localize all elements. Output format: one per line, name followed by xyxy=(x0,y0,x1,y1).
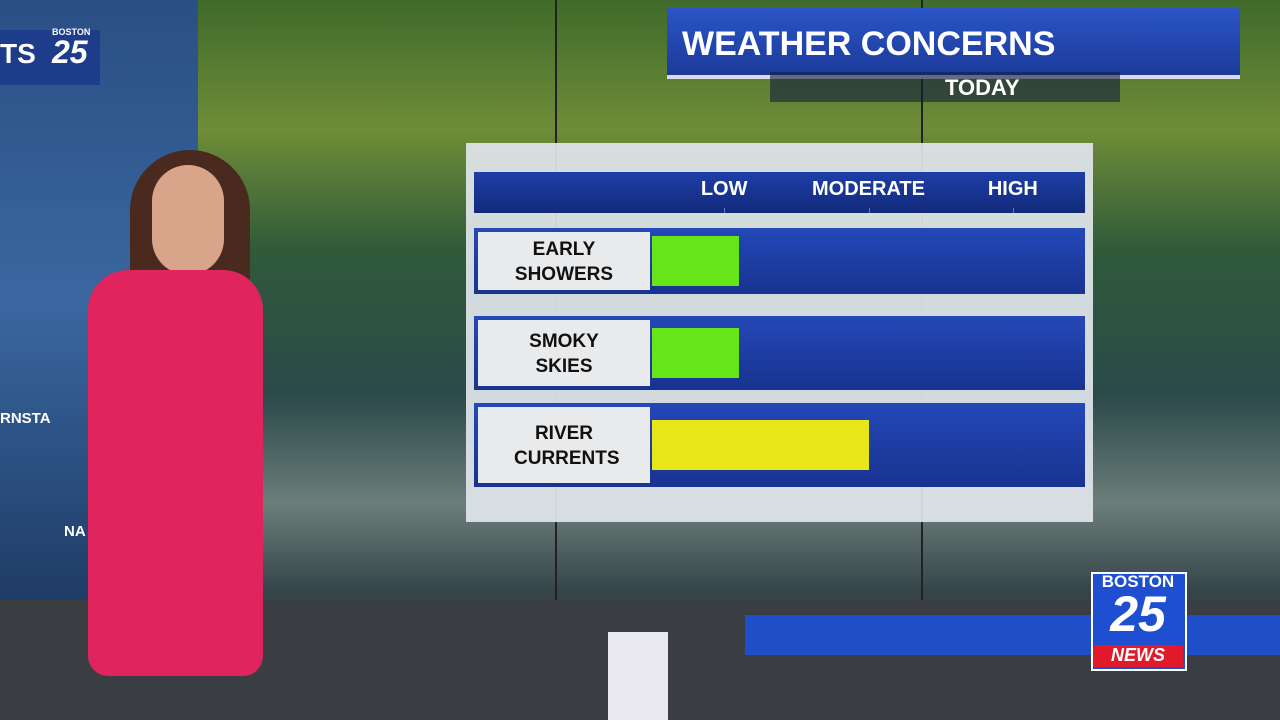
bg-logo xyxy=(0,30,100,85)
presenter-face xyxy=(152,165,224,275)
desk-light xyxy=(745,615,1280,655)
logo-bottom: NEWS xyxy=(1093,645,1183,667)
x-tick-label: LOW xyxy=(700,178,748,200)
bg-text: NA xyxy=(64,523,86,540)
category-box xyxy=(478,232,650,290)
bg-text: RNSTA xyxy=(0,410,51,427)
bg-text: BOSTON xyxy=(52,27,91,37)
header-band xyxy=(474,172,1085,213)
bg-text: TS xyxy=(0,38,36,69)
tick-mark xyxy=(724,208,726,213)
x-tick-label: MODERATE xyxy=(812,178,925,200)
chart-title: WEATHER CONCERNS xyxy=(682,25,1056,63)
x-tick-label: HIGH xyxy=(987,178,1038,200)
bar xyxy=(652,328,739,378)
bar xyxy=(652,236,739,286)
tick-mark xyxy=(868,208,870,213)
bg-text: 25 xyxy=(52,34,88,70)
category-label: EARLY SHOWERS xyxy=(514,239,614,285)
presenter-dress xyxy=(88,270,263,676)
chart-subtitle: TODAY xyxy=(945,75,1020,100)
category-box xyxy=(478,320,650,386)
category-box xyxy=(478,407,650,483)
category-label: SMOKY SKIES xyxy=(529,331,599,377)
subtitle-band xyxy=(770,72,1120,102)
logo-number: 25 xyxy=(1110,586,1166,642)
lamp xyxy=(608,632,668,720)
category-label: RIVER CURRENTS xyxy=(514,423,620,469)
logo-top: BOSTON xyxy=(1101,572,1175,591)
tick-mark xyxy=(1012,208,1014,213)
bar xyxy=(652,420,869,470)
